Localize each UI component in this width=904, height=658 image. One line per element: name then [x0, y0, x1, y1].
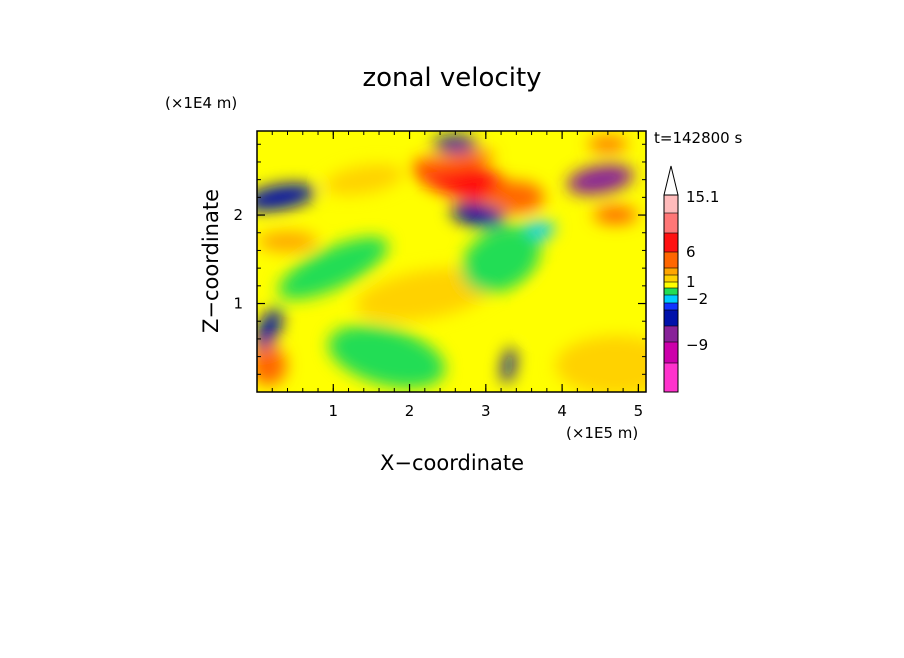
- field-feature: [502, 347, 516, 384]
- x-tick-label: 4: [557, 402, 567, 420]
- colorbar-segment: [664, 342, 678, 363]
- colorbar-segment: [664, 213, 678, 233]
- colorbar-label: 6: [686, 243, 696, 261]
- field-feature: [257, 345, 287, 386]
- velocity-field: [257, 136, 646, 392]
- x-tick-label: 3: [481, 402, 491, 420]
- colorbar-segment: [664, 275, 678, 282]
- colorbar-label: 1: [686, 273, 696, 291]
- colorbar-segment: [664, 295, 678, 303]
- field-feature: [257, 231, 318, 252]
- colorbar-segment: [664, 326, 678, 342]
- colorbar-segment: [664, 310, 678, 326]
- y-tick-label: 1: [233, 295, 243, 313]
- x-tick-label: 1: [329, 402, 339, 420]
- y-unit-label: (×1E4 m): [165, 94, 237, 112]
- colorbar-segment: [664, 288, 678, 295]
- colorbar-segment: [664, 195, 678, 213]
- field-feature: [324, 164, 404, 196]
- time-label: t=142800 s: [654, 129, 742, 147]
- chart-title: zonal velocity: [362, 63, 541, 93]
- field-feature: [450, 203, 506, 227]
- colorbar-segment: [664, 252, 678, 268]
- field-feature: [593, 206, 638, 225]
- x-tick-label: 2: [405, 402, 415, 420]
- x-tick-label: 5: [634, 402, 644, 420]
- plot-frame: [256, 130, 647, 393]
- y-axis-label: Z−coordinate: [199, 189, 223, 333]
- colorbar: 15.1 6 1−2 −9: [663, 165, 719, 393]
- field-feature: [488, 181, 545, 214]
- field-feature: [461, 225, 541, 293]
- field-feature: [278, 236, 389, 300]
- y-tick-label: 2: [233, 206, 243, 224]
- colorbar-label: 15.1: [686, 188, 719, 206]
- field-feature: [257, 183, 316, 211]
- field-feature: [355, 268, 494, 322]
- field-feature: [415, 151, 495, 173]
- field-feature: [527, 268, 643, 339]
- y-axis: 12: [233, 143, 646, 375]
- field-feature: [257, 307, 283, 353]
- colorbar-segment: [664, 303, 678, 310]
- field-feature: [328, 325, 446, 388]
- colorbar-segment: [664, 233, 678, 252]
- field-feature: [555, 335, 646, 392]
- colorbar-extend-arrow: [663, 165, 679, 196]
- field-feature: [587, 137, 628, 152]
- plot-area: [257, 131, 646, 392]
- colorbar-segment: [664, 268, 678, 275]
- x-axis: 1 2 3 4 5: [271, 131, 644, 420]
- colorbar-label: −2: [686, 290, 708, 308]
- field-feature: [566, 164, 634, 195]
- colorbar-segment: [664, 282, 678, 288]
- field-feature: [433, 136, 478, 153]
- colorbar-label: −9: [686, 336, 708, 354]
- colorbar-segment: [664, 363, 678, 392]
- x-axis-label: X−coordinate: [380, 451, 524, 475]
- x-unit-label: (×1E5 m): [566, 424, 638, 442]
